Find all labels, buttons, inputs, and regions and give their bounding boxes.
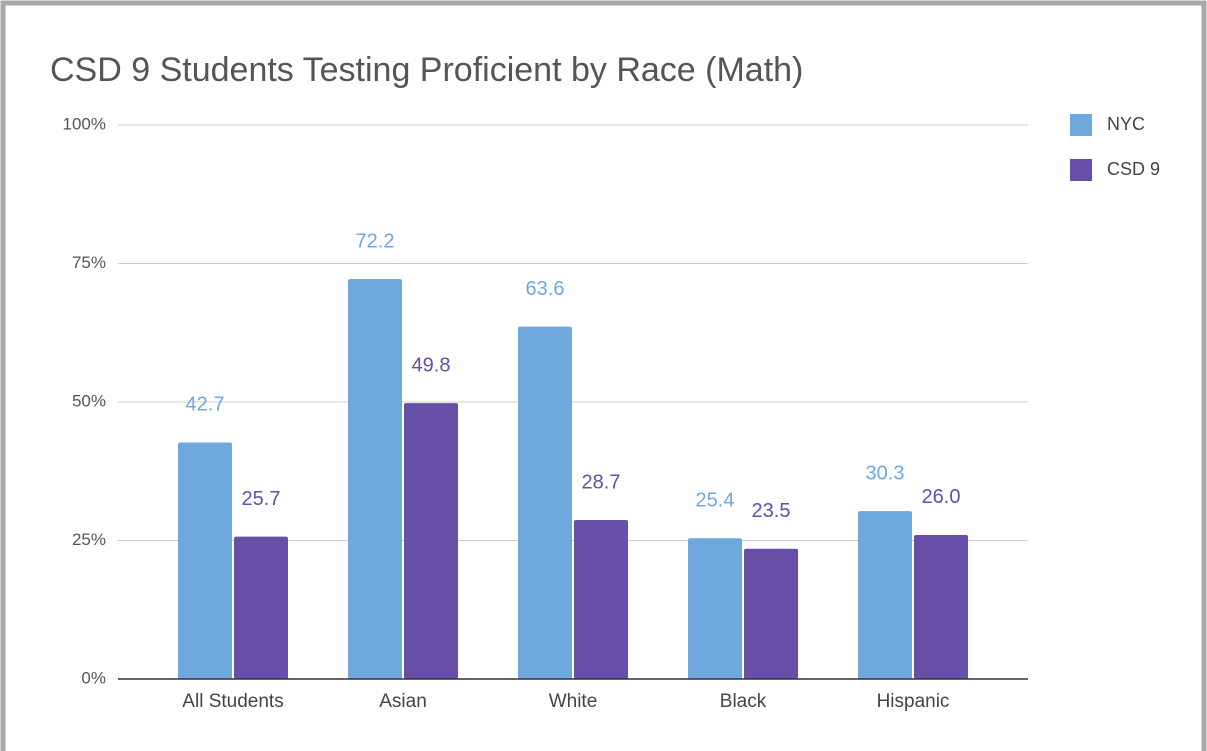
y-tick-label: 25% [72,530,106,549]
bar [914,534,968,679]
y-tick-label: 75% [72,253,106,272]
x-tick-label: All Students [182,691,283,712]
bar [178,442,232,679]
x-tick-label: Hispanic [877,691,950,712]
bar [858,511,912,679]
data-label: 25.7 [242,488,281,510]
y-tick-label: 0% [81,668,106,687]
data-label: 63.6 [526,278,565,300]
legend-swatch [1070,159,1092,181]
y-tick-label: 50% [72,391,106,410]
bar [348,279,402,679]
legend-label: NYC [1107,114,1145,134]
legend-swatch [1070,114,1092,136]
data-label: 30.3 [866,462,905,484]
data-label: 26.0 [922,486,961,508]
x-tick-label: Asian [379,691,427,712]
data-label: 72.2 [356,230,395,252]
bar [404,403,458,679]
data-label: 25.4 [696,490,735,512]
bar [234,536,288,679]
bar [518,326,572,679]
bar [688,538,742,679]
data-label: 23.5 [752,500,791,522]
bar [574,520,628,679]
data-label: 28.7 [582,471,621,493]
x-tick-label: Black [720,691,767,712]
legend-label: CSD 9 [1107,159,1160,179]
x-tick-label: White [549,691,598,712]
data-label: 42.7 [186,394,225,416]
chart-title: CSD 9 Students Testing Proficient by Rac… [50,51,803,89]
bar [744,548,798,679]
data-label: 49.8 [412,354,451,376]
y-tick-label: 100% [63,114,106,133]
